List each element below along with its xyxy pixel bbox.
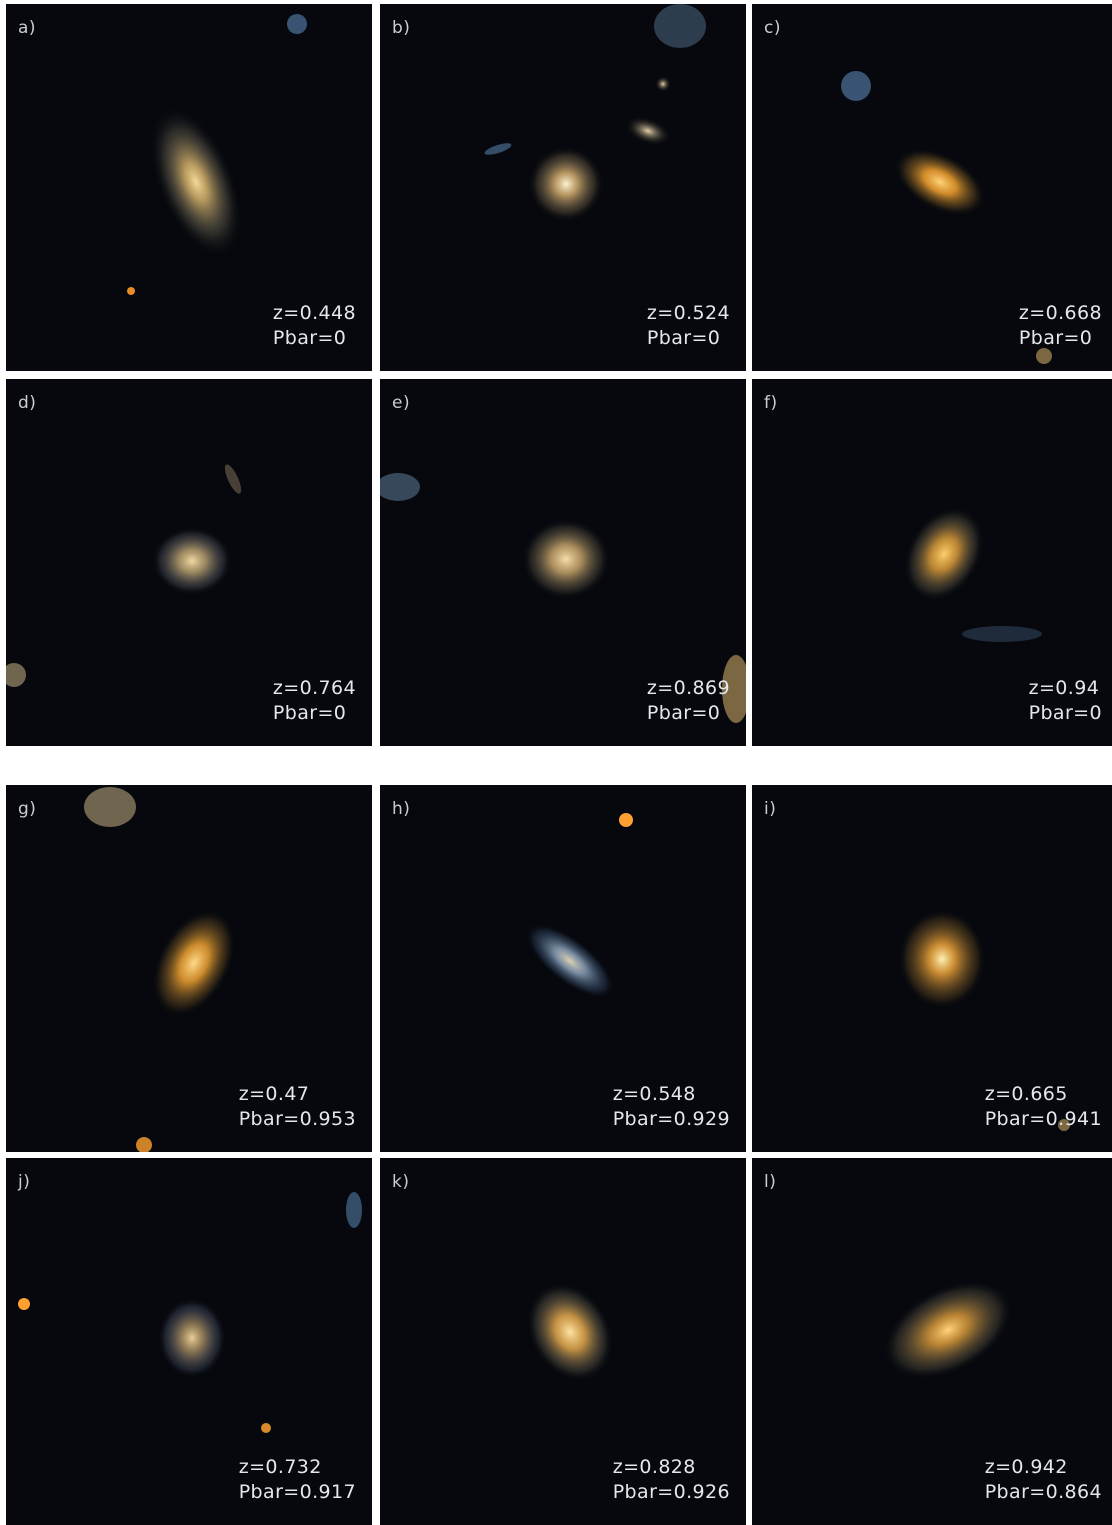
panel-letter: k)	[392, 1172, 410, 1192]
pbar-label: Pbar=0.864	[984, 1481, 1102, 1503]
pbar-label: Pbar=0.926	[612, 1481, 730, 1503]
pbar-label: Pbar=0.953	[238, 1108, 356, 1130]
galaxy-panel-c: c) z=0.668 Pbar=0	[752, 4, 1112, 371]
redshift-label: z=0.47	[238, 1083, 310, 1105]
panel-readout: z=0.448 Pbar=0	[273, 301, 356, 351]
panel-readout: z=0.47 Pbar=0.953	[239, 1082, 356, 1132]
redshift-label: z=0.448	[272, 302, 356, 324]
galaxy-image	[898, 909, 1070, 1131]
galaxy-panel-i: i) z=0.665 Pbar=0.941	[752, 785, 1112, 1152]
panel-letter: d)	[18, 393, 37, 413]
panel-readout: z=0.942 Pbar=0.864	[985, 1455, 1102, 1505]
redshift-label: z=0.665	[984, 1083, 1068, 1105]
redshift-label: z=0.668	[1018, 302, 1102, 324]
galaxy-panel-j: j) z=0.732 Pbar=0.917	[6, 1158, 372, 1525]
redshift-label: z=0.869	[646, 677, 730, 699]
panel-letter: f)	[764, 393, 778, 413]
redshift-label: z=0.828	[612, 1456, 696, 1478]
panel-letter: j)	[18, 1172, 31, 1192]
galaxy-panel-g: g) z=0.47 Pbar=0.953	[6, 785, 372, 1152]
galaxy-panel-l: l) z=0.942 Pbar=0.864	[752, 1158, 1112, 1525]
pbar-label: Pbar=0	[646, 702, 721, 724]
pbar-label: Pbar=0	[1018, 327, 1093, 349]
galaxy-panel-f: f) z=0.94 Pbar=0	[752, 379, 1112, 746]
pbar-label: Pbar=0.929	[612, 1108, 730, 1130]
galaxy-image	[883, 1280, 1013, 1380]
galaxy-image	[841, 71, 1052, 364]
galaxy-image	[484, 4, 706, 222]
pbar-label: Pbar=0	[646, 327, 721, 349]
galaxy-image	[6, 464, 242, 687]
panel-readout: z=0.869 Pbar=0	[647, 676, 730, 726]
panel-letter: e)	[392, 393, 411, 413]
galaxy-image	[526, 1282, 614, 1382]
redshift-label: z=0.764	[272, 677, 356, 699]
pbar-label: Pbar=0	[272, 702, 347, 724]
redshift-label: z=0.732	[238, 1456, 322, 1478]
pbar-label: Pbar=0.941	[984, 1108, 1102, 1130]
panel-letter: g)	[18, 799, 37, 819]
panel-letter: b)	[392, 18, 411, 38]
panel-letter: i)	[764, 799, 777, 819]
galaxy-image	[525, 813, 633, 999]
galaxy-panel-b: b) z=0.524 Pbar=0	[380, 4, 746, 371]
panel-readout: z=0.828 Pbar=0.926	[613, 1455, 730, 1505]
redshift-label: z=0.94	[1028, 677, 1100, 699]
galaxy-image	[84, 787, 236, 1152]
galaxy-image	[380, 473, 746, 723]
panel-letter: c)	[764, 18, 781, 38]
panel-readout: z=0.665 Pbar=0.941	[985, 1082, 1102, 1132]
galaxy-image	[904, 507, 1042, 642]
pbar-label: Pbar=0	[272, 327, 347, 349]
panel-readout: z=0.524 Pbar=0	[647, 301, 730, 351]
pbar-label: Pbar=0	[1028, 702, 1102, 724]
galaxy-panel-e: e) z=0.869 Pbar=0	[380, 379, 746, 746]
pbar-label: Pbar=0.917	[238, 1481, 356, 1503]
galaxy-image	[18, 1192, 362, 1433]
galaxy-panel-k: k) z=0.828 Pbar=0.926	[380, 1158, 746, 1525]
redshift-label: z=0.942	[984, 1456, 1068, 1478]
galaxy-panel-h: h) z=0.548 Pbar=0.929	[380, 785, 746, 1152]
panel-readout: z=0.732 Pbar=0.917	[239, 1455, 356, 1505]
panel-readout: z=0.668 Pbar=0	[1019, 301, 1102, 351]
panel-letter: h)	[392, 799, 411, 819]
panel-readout: z=0.764 Pbar=0	[273, 676, 356, 726]
galaxy-panel-d: d) z=0.764 Pbar=0	[6, 379, 372, 746]
redshift-label: z=0.524	[646, 302, 730, 324]
galaxy-panel-a: a) z=0.448 Pbar=0	[6, 4, 372, 371]
panel-readout: z=0.94 Pbar=0	[1029, 676, 1102, 726]
redshift-label: z=0.548	[612, 1083, 696, 1105]
panel-readout: z=0.548 Pbar=0.929	[613, 1082, 730, 1132]
galaxy-image	[127, 14, 307, 295]
panel-letter: a)	[18, 18, 37, 38]
panel-letter: l)	[764, 1172, 777, 1192]
